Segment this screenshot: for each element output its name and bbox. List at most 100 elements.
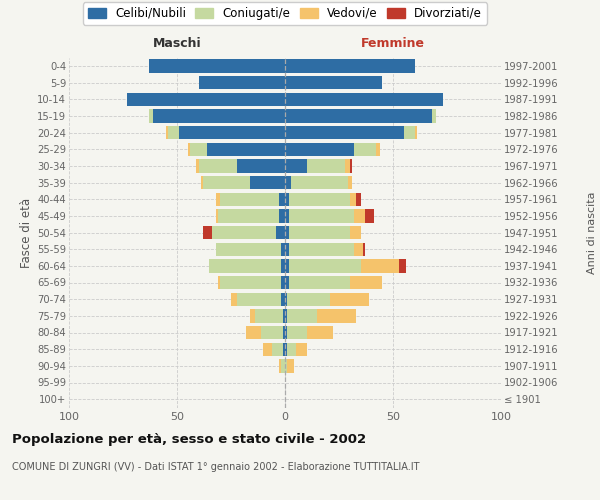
Bar [246,326,261,339]
Bar [285,259,289,272]
Bar [354,209,365,222]
Bar [203,176,250,189]
Bar [216,209,218,222]
Bar [285,326,287,339]
Bar [238,292,281,306]
Text: Anni di nascita: Anni di nascita [587,191,597,274]
Bar [238,159,285,172]
Legend: Celibi/Nubili, Coniugati/e, Vedovi/e, Divorziati/e: Celibi/Nubili, Coniugati/e, Vedovi/e, Di… [83,2,487,24]
Bar [347,176,352,189]
Bar [285,109,432,122]
Bar [169,126,179,139]
Bar [207,142,285,156]
Bar [285,359,287,372]
Bar [350,159,352,172]
Bar [404,126,415,139]
Bar [285,59,415,72]
Bar [289,242,354,256]
Bar [216,192,220,206]
Bar [350,192,356,206]
Bar [289,259,361,272]
Bar [317,309,356,322]
Bar [285,342,287,356]
Bar [212,226,277,239]
Text: Femmine: Femmine [361,37,425,50]
Bar [285,176,292,189]
Bar [149,59,285,72]
Bar [209,259,281,272]
Bar [166,126,169,139]
Bar [179,126,285,139]
Bar [190,142,207,156]
Bar [289,209,354,222]
Bar [350,276,382,289]
Bar [127,92,285,106]
Bar [285,159,307,172]
Bar [261,326,283,339]
Bar [231,292,238,306]
Bar [289,226,350,239]
Bar [285,242,289,256]
Text: COMUNE DI ZUNGRI (VV) - Dati ISTAT 1° gennaio 2002 - Elaborazione TUTTITALIA.IT: COMUNE DI ZUNGRI (VV) - Dati ISTAT 1° ge… [12,462,419,472]
Bar [285,309,287,322]
Bar [354,142,376,156]
Bar [307,326,332,339]
Bar [307,159,346,172]
Bar [285,292,287,306]
Bar [263,342,272,356]
Bar [196,159,199,172]
Bar [356,192,361,206]
Bar [285,76,382,89]
Bar [285,192,289,206]
Bar [199,76,285,89]
Bar [361,259,400,272]
Bar [278,359,281,372]
Bar [201,176,203,189]
Bar [220,276,281,289]
Bar [278,209,285,222]
Bar [354,242,363,256]
Bar [363,242,365,256]
Bar [199,159,238,172]
Bar [415,126,417,139]
Bar [153,109,285,122]
Bar [149,109,153,122]
Bar [218,209,278,222]
Bar [346,159,350,172]
Bar [432,109,436,122]
Text: Maschi: Maschi [152,37,202,50]
Bar [285,92,443,106]
Bar [250,309,255,322]
Bar [292,176,347,189]
Bar [216,242,281,256]
Bar [287,359,293,372]
Bar [220,192,278,206]
Bar [281,276,285,289]
Bar [287,292,331,306]
Bar [289,276,350,289]
Bar [285,126,404,139]
Bar [285,142,354,156]
Text: Popolazione per età, sesso e stato civile - 2002: Popolazione per età, sesso e stato civil… [12,432,366,446]
Bar [277,226,285,239]
Bar [272,342,283,356]
Bar [281,292,285,306]
Bar [296,342,307,356]
Bar [285,226,289,239]
Bar [188,142,190,156]
Bar [283,326,285,339]
Bar [285,209,289,222]
Bar [331,292,369,306]
Bar [285,276,289,289]
Bar [283,309,285,322]
Bar [281,359,285,372]
Bar [365,209,374,222]
Bar [400,259,406,272]
Bar [287,326,307,339]
Bar [255,309,283,322]
Bar [281,259,285,272]
Bar [283,342,285,356]
Bar [287,309,317,322]
Bar [218,276,220,289]
Bar [278,192,285,206]
